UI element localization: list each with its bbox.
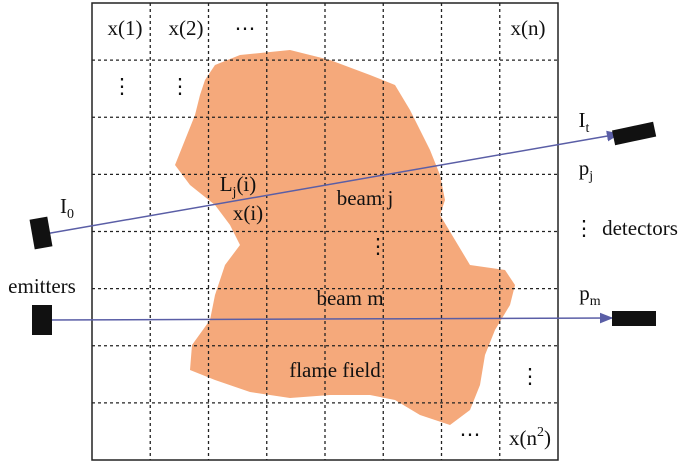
label-text: L [220, 172, 233, 196]
label: ⋮ [170, 74, 191, 98]
label-text: x(n [509, 426, 537, 450]
label-text: detectors [602, 216, 678, 240]
label-text: I [60, 194, 67, 218]
label: It [579, 108, 590, 136]
label-sub: t [586, 121, 590, 136]
label-text: ⋮ [574, 216, 595, 240]
emitter [29, 216, 53, 250]
label-text: x(n) [511, 16, 546, 40]
label-text: p [579, 281, 590, 305]
label-text: x(1) [108, 16, 143, 40]
detector [612, 311, 656, 326]
label-text: x(i) [233, 201, 263, 225]
label: pj [579, 156, 593, 184]
label: Lj(i) [220, 172, 257, 200]
label: beam m [316, 286, 383, 310]
label-text: ⋮ [520, 364, 541, 388]
label: x(i) [233, 201, 263, 225]
beam-m [44, 312, 614, 324]
label-text: beam j [337, 186, 394, 210]
label-sub: m [590, 294, 601, 309]
label: flame field [289, 358, 381, 382]
label-text: ⋮ [368, 234, 389, 258]
label: ⋮ [368, 234, 389, 258]
grid [92, 3, 558, 460]
label: x(1) [108, 16, 143, 40]
label: pm [579, 281, 601, 309]
label: ⋮ [574, 216, 595, 240]
grid-border [91, 2, 559, 461]
label: x(n2) [509, 425, 551, 450]
label-text: ⋯ [460, 422, 481, 446]
label-text: beam m [316, 286, 383, 310]
label-text: ⋮ [170, 74, 191, 98]
label: emitters [8, 274, 76, 298]
label: ⋯ [235, 16, 256, 40]
label: x(2) [169, 16, 204, 40]
label-after: (i) [236, 172, 256, 196]
label-text: emitters [8, 274, 76, 298]
detector [612, 121, 657, 146]
label-sup: 2 [537, 425, 544, 440]
label-text: ⋮ [112, 74, 133, 98]
label: beam j [337, 186, 394, 210]
label: detectors [602, 216, 678, 240]
label-text: flame field [289, 358, 381, 382]
label: ⋮ [112, 74, 133, 98]
label-text: ⋯ [235, 16, 256, 40]
label-sub: 0 [67, 207, 74, 222]
label-after: ) [544, 426, 551, 450]
label: x(n) [511, 16, 546, 40]
label-text: I [579, 108, 586, 132]
label-sub: j [588, 169, 593, 184]
label: ⋮ [520, 364, 541, 388]
emitter [32, 305, 52, 335]
label: ⋯ [460, 422, 481, 446]
flame-field [175, 50, 515, 425]
beam-j [44, 130, 621, 235]
label-text: x(2) [169, 16, 204, 40]
label-text: p [579, 156, 590, 180]
label: I0 [60, 194, 74, 222]
label-sub: j [232, 185, 237, 200]
